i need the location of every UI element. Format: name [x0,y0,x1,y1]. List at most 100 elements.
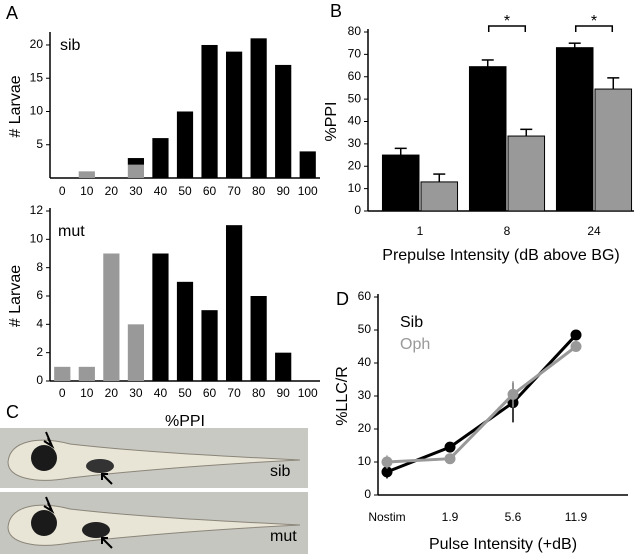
y-axis-label: %LLC/R [334,366,351,426]
x-tick-label: 70 [227,386,241,400]
y-tick-label: 0 [364,487,371,501]
y-tick-label: 50 [358,322,372,336]
y-tick-label: 8 [36,260,43,274]
x-tick-label: 90 [277,386,291,400]
y-tick-label: 0 [36,373,43,387]
larva-bladder [82,522,110,538]
x-tick-label: 80 [252,184,266,198]
bar [275,352,292,381]
y-tick-label: 30 [358,388,372,402]
bar [275,64,292,178]
bar [250,296,267,381]
y-tick-label: 5 [36,137,43,151]
series-line [386,333,578,474]
arrow [101,537,113,549]
bar [152,138,169,178]
legend-label: Sib [400,314,423,331]
y-tick-label: 60 [358,289,372,303]
y-tick-label: 10 [30,104,44,118]
x-tick-label: 10 [80,184,94,198]
x-tick-label: 90 [277,184,291,198]
point [444,441,456,453]
bar [152,253,169,381]
x-tick-label: 70 [227,184,241,198]
y-tick-label: 20 [348,158,362,172]
bar [127,324,145,381]
panel-label: C [6,402,19,422]
x-tick-label: 60 [203,184,217,198]
y-tick-label: 30 [348,136,362,150]
arrow [43,496,55,514]
x-tick-label: 40 [154,386,168,400]
x-tick-label: 30 [129,184,143,198]
y-tick-label: 4 [36,317,43,331]
x-tick-label: 30 [129,386,143,400]
larva-eye [31,445,57,471]
x-tick-label: 0 [59,184,66,198]
bar [127,164,145,178]
x-tick-label: 10 [80,386,94,400]
y-tick-label: 0 [354,203,361,217]
significance-bracket [487,25,527,32]
point [381,466,393,478]
larva-images: C sib mut [0,402,308,554]
y-axis-label: %PPI [323,101,340,141]
series-line [386,345,577,464]
bar [594,88,633,212]
bar [78,171,95,178]
bar [250,38,267,179]
x-tick-label: 100 [298,386,318,400]
bar [176,111,194,178]
panel-annotation: sib [60,37,81,54]
arrow [101,473,113,485]
y-tick-label: 40 [358,355,372,369]
larva-bladder [86,459,114,473]
panel-label: A [6,3,18,23]
x-tick-label: 1 [417,224,424,238]
point [570,341,582,352]
bar [103,253,120,381]
x-axis-label: Prepulse Intensity (dB above BG) [382,247,619,264]
larva-body [7,439,301,481]
bar [555,47,594,212]
image-label: mut [270,528,297,545]
y-tick-label: 15 [30,70,44,84]
x-tick-label: 20 [105,184,119,198]
x-tick-label: 40 [154,184,168,198]
point [444,453,456,465]
x-tick-label: 0 [59,386,66,400]
x-tick-label: 20 [105,386,119,400]
legend-label: Oph [400,336,430,353]
y-tick-label: 80 [348,24,362,38]
y-tick-label: 20 [358,421,372,435]
arrow [43,431,55,449]
bar [299,151,316,178]
image-label: sib [270,463,291,480]
y-tick-label: 70 [348,47,362,61]
significance-label: * [504,13,510,30]
y-tick-label: 10 [358,454,372,468]
bar [507,135,546,212]
y-tick-label: 2 [36,345,43,359]
x-tick-label: Nostim [368,510,405,524]
y-tick-label: 10 [348,181,362,195]
larva-eye [31,510,57,536]
point [381,456,393,468]
x-tick-label: 100 [298,184,318,198]
bar [201,44,218,178]
larva-body [7,504,301,546]
y-axis-label: # Larvae [7,75,24,137]
bar [420,181,459,212]
significance-label: * [591,13,597,30]
bar [176,281,194,381]
x-tick-label: 60 [203,386,217,400]
y-tick-label: 60 [348,69,362,83]
bar [78,366,95,381]
y-axis-label: # Larvae [7,265,24,327]
y-tick-label: 20 [30,37,44,51]
y-tick-label: 12 [30,203,44,217]
bar [54,366,71,381]
bar [201,310,218,381]
y-tick-label: 40 [348,114,362,128]
